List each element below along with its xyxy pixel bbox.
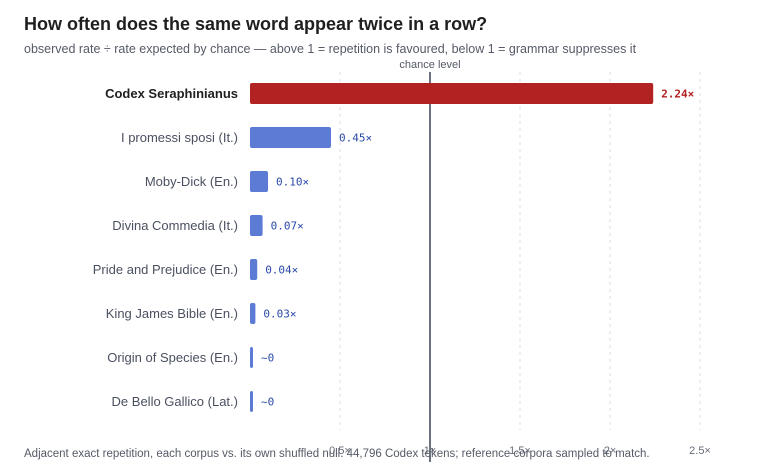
chart-subtitle: observed rate ÷ rate expected by chance … xyxy=(24,42,637,56)
x-tick-label: 1.5× xyxy=(509,445,531,457)
value-label: 2.24× xyxy=(661,88,694,101)
value-label: 0.07× xyxy=(271,220,304,233)
value-label: 0.45× xyxy=(339,132,372,145)
bars xyxy=(250,83,654,412)
value-label: 0.03× xyxy=(263,308,296,321)
category-label: De Bello Gallico (Lat.) xyxy=(112,394,238,409)
x-tick-label: 2× xyxy=(604,445,617,457)
x-tick-label: 1× xyxy=(424,445,437,457)
value-label: 0.10× xyxy=(276,176,309,189)
value-labels: 2.24× 0.45× 0.10× 0.07× 0.04× 0.03× ~0 ~0 xyxy=(261,88,694,409)
category-labels: Codex Seraphinianus I promessi sposi (It.… xyxy=(93,86,238,409)
category-label: King James Bible (En.) xyxy=(106,306,238,321)
x-tick-label: 2.5× xyxy=(689,445,711,457)
category-label: Divina Commedia (It.) xyxy=(112,218,238,233)
bar xyxy=(250,347,253,368)
bar xyxy=(250,215,263,236)
reference-line-group: chance level xyxy=(399,59,461,462)
category-label: Codex Seraphinianus xyxy=(105,86,238,101)
bar xyxy=(250,127,331,148)
bar xyxy=(250,171,268,192)
category-label: Pride and Prejudice (En.) xyxy=(93,262,238,277)
category-label: Origin of Species (En.) xyxy=(107,350,238,365)
x-axis-ticks: 0.5× 1× 1.5× 2× 2.5× xyxy=(329,445,711,457)
chart-footnote: Adjacent exact repetition, each corpus v… xyxy=(24,448,650,460)
value-label: ~0 xyxy=(261,352,274,365)
value-label: 0.04× xyxy=(265,264,298,277)
bar xyxy=(250,259,258,280)
grid-lines xyxy=(339,72,701,430)
bar xyxy=(250,303,256,324)
category-label: I promessi sposi (It.) xyxy=(121,130,238,145)
chart-title: How often does the same word appear twic… xyxy=(24,14,488,34)
x-tick-label: 0.5× xyxy=(329,445,351,457)
value-label: ~0 xyxy=(261,396,274,409)
category-label: Moby-Dick (En.) xyxy=(145,174,238,189)
chance-level-label: chance level xyxy=(399,59,460,71)
bar xyxy=(250,391,253,412)
bar xyxy=(250,83,654,104)
